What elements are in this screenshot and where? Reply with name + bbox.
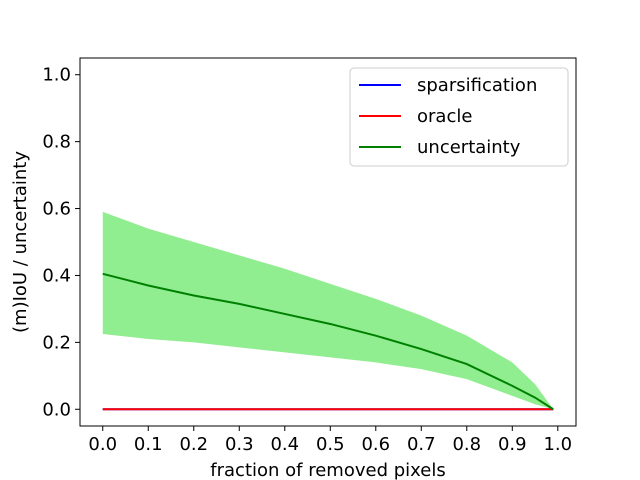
axes: 0.0 0.1 0.2 0.3 0.4 0.5 0.6 0.7 0.8 0.9 1.0 0.0 0.2 0…: [42, 57, 577, 455]
uncertainty-band: [102, 211, 554, 410]
plot-area: [102, 211, 554, 411]
uncertainty-line: [102, 272, 554, 411]
y-tick-label: 0.4: [42, 265, 71, 286]
x-tick-label: 0.0: [88, 434, 117, 455]
x-axis-label: fraction of removed pixels: [210, 460, 445, 480]
y-tick-label: 0.2: [42, 332, 71, 353]
x-tick-label: 0.6: [361, 434, 390, 455]
legend-label-sparsification: sparsification: [417, 75, 537, 96]
legend-label-uncertainty: uncertainty: [417, 137, 521, 158]
x-tick-label: 0.5: [316, 434, 345, 455]
x-tick-label: 1.0: [543, 434, 572, 455]
x-tick-label: 0.2: [179, 434, 208, 455]
x-tick-label: 0.8: [452, 434, 481, 455]
x-tick-label: 0.7: [407, 434, 436, 455]
legend-box: [349, 67, 569, 167]
y-axis-label: (m)IoU / uncertainty: [10, 151, 31, 333]
y-tick-label: 1.0: [42, 65, 71, 86]
x-tick-label: 0.4: [270, 434, 299, 455]
y-tick-label: 0.6: [42, 199, 71, 220]
y-tick-label: 0.8: [42, 132, 71, 153]
x-tick-label: 0.9: [498, 434, 527, 455]
axes-frame: [79, 57, 577, 427]
x-tick-label: 0.1: [134, 434, 163, 455]
legend: sparsification oracle uncertainty: [349, 67, 569, 167]
legend-label-oracle: oracle: [417, 106, 472, 127]
y-tick-label: 0.0: [42, 399, 71, 420]
x-tick-label: 0.3: [225, 434, 254, 455]
